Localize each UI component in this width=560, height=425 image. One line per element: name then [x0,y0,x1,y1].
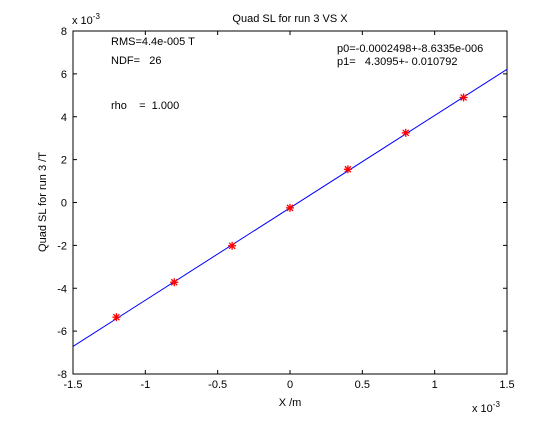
rho-annotation: rho = 1.000 [111,100,179,112]
x-exponent-label: x 10-3 [472,400,500,415]
rms-annotation: RMS=4.4e-005 T [111,36,195,48]
y-exponent-base: x 10 [72,15,93,27]
chart-title: Quad SL for run 3 VS X [232,13,348,25]
x-axis-label: X /m [279,397,302,409]
data-point [343,165,352,174]
x-exponent-power: -3 [493,400,501,409]
data-point-stroke [460,93,468,101]
y-tick-label: 6 [61,69,67,81]
y-exponent-label: x 10-3 [72,12,100,27]
plot-area [72,30,508,375]
y-tick-label: 8 [61,26,67,38]
data-point [459,93,468,102]
x-exponent-base: x 10 [472,403,493,415]
data-point [170,278,179,287]
y-axis-ticks: -8 -6 -4 -2 0 2 4 6 8 [57,26,507,381]
y-tick-label: -8 [57,369,67,381]
x-tick-label: -1 [140,379,150,391]
x-tick-label: 0.5 [355,379,370,391]
p0-annotation: p0=-0.0002498+-8.6335e-006 [337,43,483,55]
y-tick-label: 0 [61,198,67,210]
y-axis-label: Quad SL for run 3 /T [37,152,49,252]
y-tick-label: 4 [61,112,67,124]
data-point [112,313,121,322]
data-point-stroke [402,129,410,137]
y-exponent-power: -3 [93,12,101,21]
x-tick-label: -0.5 [208,379,227,391]
data-point-stroke [286,204,294,212]
ndf-annotation: NDF= 26 [111,55,161,67]
x-tick-label: 0 [287,379,293,391]
y-tick-label: -2 [57,240,67,252]
data-point-stroke [112,313,120,321]
p1-annotation: p1= 4.3095+- 0.010792 [337,56,458,68]
data-points [112,93,468,322]
data-point [286,203,294,212]
x-tick-label: 1.5 [499,379,514,391]
data-point-stroke [228,242,236,250]
data-point [228,241,237,250]
x-tick-label: -1.5 [64,379,83,391]
y-tick-label: -4 [57,283,67,295]
y-tick-label: -6 [57,326,67,338]
y-tick-label: 2 [61,155,67,167]
data-point-stroke [170,278,178,286]
data-point-stroke [344,165,352,173]
x-tick-label: 1 [432,379,438,391]
x-axis-ticks: -1.5 -1 -0.5 0 0.5 1 1.5 [64,31,515,391]
data-point [401,128,410,137]
